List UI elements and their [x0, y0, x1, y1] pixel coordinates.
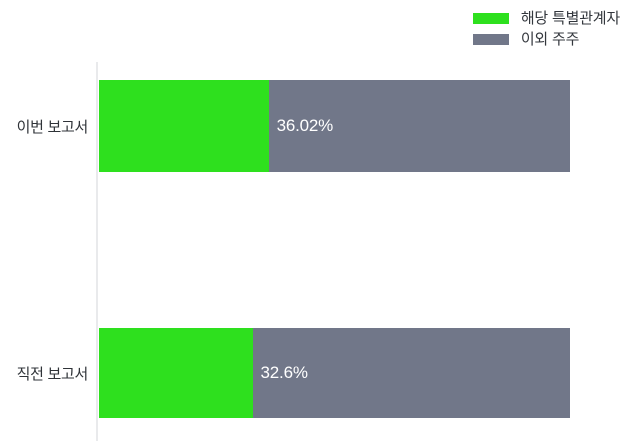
legend-label-primary: 해당 특별관계자 — [520, 10, 620, 27]
category-label-wrap-1: 직전 보고서 — [0, 363, 89, 383]
bar-value-label-0: 36.02% — [276, 116, 334, 135]
category-axis-line — [96, 62, 98, 441]
bar-segment-secondary-1[interactable] — [252, 328, 570, 418]
legend-swatch-icon-primary — [472, 13, 509, 24]
category-label-1: 직전 보고서 — [16, 366, 89, 383]
category-label-0: 이번 보고서 — [16, 119, 89, 136]
bar-row-0: 36.02% — [99, 80, 570, 172]
legend-item-primary[interactable]: 해당 특별관계자 — [472, 10, 620, 27]
legend-item-secondary[interactable]: 이외 주주 — [472, 31, 580, 48]
bar-segment-primary-0[interactable] — [99, 80, 269, 172]
bar-segment-secondary-0[interactable] — [268, 80, 570, 172]
bar-row-1: 32.6% — [99, 328, 570, 418]
bar-segment-primary-1[interactable] — [99, 328, 253, 418]
legend-swatch-icon-secondary — [472, 34, 509, 45]
legend-label-secondary: 이외 주주 — [520, 31, 580, 48]
category-label-wrap-0: 이번 보고서 — [0, 116, 89, 136]
chart-legend: 해당 특별관계자 이외 주주 — [472, 10, 620, 48]
bar-value-label-1: 32.6% — [260, 363, 308, 382]
